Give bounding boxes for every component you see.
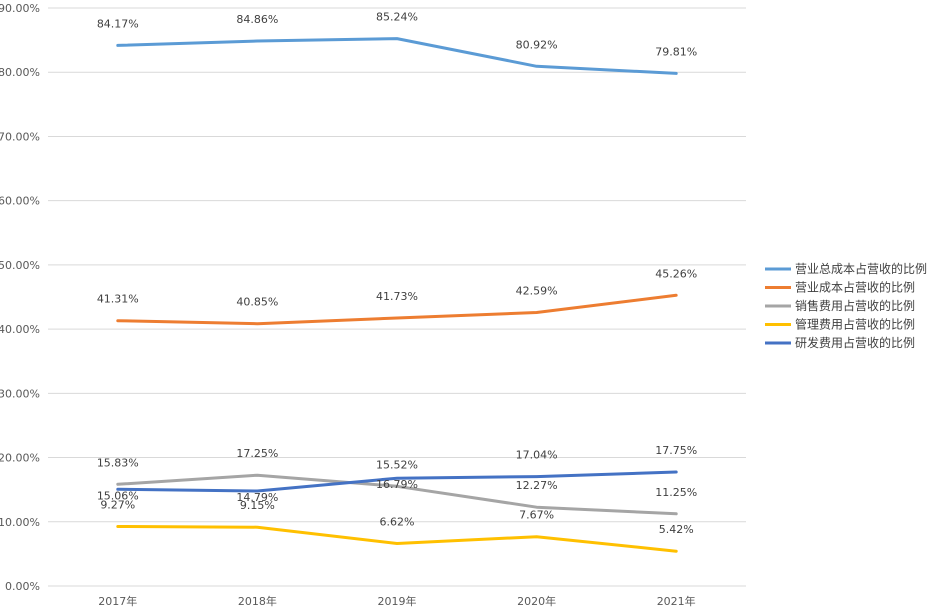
x-tick-label: 2018年 <box>238 594 277 608</box>
data-label: 80.92% <box>516 38 558 51</box>
legend-entry: 营业成本占营收的比例 <box>795 280 915 295</box>
y-tick-label: 0.00% <box>5 580 40 593</box>
data-label: 9.15% <box>240 499 275 512</box>
y-tick-label: 20.00% <box>0 452 40 465</box>
y-axis-tick-labels: 0.00% 10.00% 20.00% 30.00% 40.00% 50.00% 60.00… <box>0 2 40 593</box>
series-lines <box>116 37 678 553</box>
data-label: 45.26% <box>655 267 697 280</box>
data-label: 41.31% <box>97 293 139 306</box>
series-line-3 <box>116 473 678 516</box>
data-label: 7.67% <box>519 509 554 522</box>
data-label: 14.79% <box>236 491 278 504</box>
series-line-4 <box>116 525 678 553</box>
data-label: 6.62% <box>380 515 415 528</box>
data-label: 17.75% <box>655 444 697 457</box>
y-tick-label: 10.00% <box>0 516 40 529</box>
legend-entry: 研发费用占营收的比例 <box>795 335 915 350</box>
data-label: 41.73% <box>376 290 418 303</box>
x-tick-label: 2019年 <box>378 594 417 608</box>
legend-entry: 销售费用占营收的比例 <box>795 298 915 313</box>
y-tick-label: 50.00% <box>0 259 40 272</box>
y-tick-label: 80.00% <box>0 66 40 79</box>
legend-entry: 管理费用占营收的比例 <box>795 317 915 332</box>
data-label: 15.83% <box>97 456 139 469</box>
data-label: 42.59% <box>516 284 558 297</box>
data-label: 16.79% <box>376 478 418 491</box>
series-line-2 <box>116 293 678 326</box>
data-label: 17.04% <box>516 449 558 462</box>
data-label: 15.06% <box>97 489 139 502</box>
x-tick-label: 2020年 <box>517 594 556 608</box>
x-tick-label: 2021年 <box>657 594 696 608</box>
x-axis-tick-labels: 2017年 2018年 2019年 2020年 2021年 <box>98 594 695 608</box>
y-tick-label: 30.00% <box>0 387 40 400</box>
data-labels: 84.17% 84.86% 85.24% 80.92% 79.81% 41.31% 40.8… <box>97 11 697 537</box>
data-label: 9.27% <box>100 498 135 511</box>
data-label: 40.85% <box>236 296 278 309</box>
data-label: 84.17% <box>97 17 139 30</box>
data-label: 15.52% <box>376 458 418 471</box>
legend-entry: 营业总成本占营收的比例 <box>795 261 927 276</box>
data-label: 11.25% <box>655 486 697 499</box>
data-label: 5.42% <box>659 523 694 536</box>
y-tick-label: 60.00% <box>0 195 40 208</box>
y-tick-label: 40.00% <box>0 323 40 336</box>
y-tick-label: 70.00% <box>0 130 40 143</box>
x-tick-label: 2017年 <box>98 594 137 608</box>
gridlines <box>48 7 746 587</box>
series-line-1 <box>116 37 678 75</box>
data-label: 85.24% <box>376 11 418 24</box>
y-tick-label: 90.00% <box>0 2 40 15</box>
legend: 营业总成本占营收的比例营业成本占营收的比例销售费用占营收的比例管理费用占营收的比… <box>765 261 927 350</box>
data-label: 84.86% <box>236 13 278 26</box>
series-line-5 <box>116 470 678 493</box>
data-label: 79.81% <box>655 45 697 58</box>
data-label: 12.27% <box>516 479 558 492</box>
data-label: 17.25% <box>236 447 278 460</box>
